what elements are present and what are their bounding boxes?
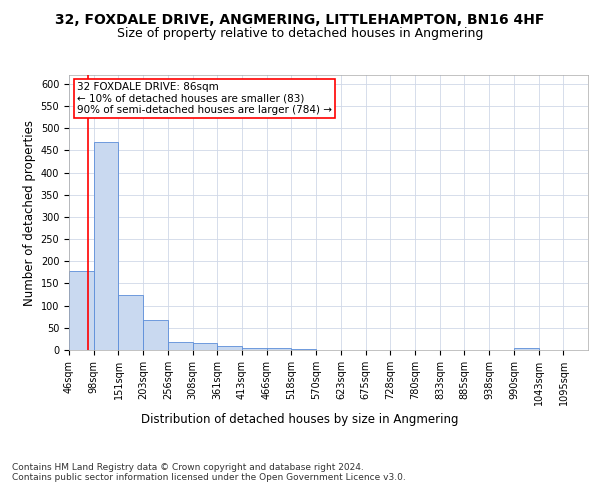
Bar — [168, 342, 193, 350]
Bar — [292, 349, 316, 350]
Text: Contains HM Land Registry data © Crown copyright and database right 2024.
Contai: Contains HM Land Registry data © Crown c… — [12, 462, 406, 482]
Bar — [193, 344, 217, 350]
Bar — [267, 348, 292, 350]
Bar — [514, 348, 539, 350]
Text: Distribution of detached houses by size in Angmering: Distribution of detached houses by size … — [141, 412, 459, 426]
Bar — [217, 346, 242, 350]
Text: 32 FOXDALE DRIVE: 86sqm
← 10% of detached houses are smaller (83)
90% of semi-de: 32 FOXDALE DRIVE: 86sqm ← 10% of detache… — [77, 82, 332, 115]
Bar — [242, 348, 266, 350]
Bar — [143, 320, 167, 350]
Bar — [69, 271, 94, 350]
Text: Size of property relative to detached houses in Angmering: Size of property relative to detached ho… — [117, 28, 483, 40]
Text: 32, FOXDALE DRIVE, ANGMERING, LITTLEHAMPTON, BN16 4HF: 32, FOXDALE DRIVE, ANGMERING, LITTLEHAMP… — [55, 12, 545, 26]
Y-axis label: Number of detached properties: Number of detached properties — [23, 120, 37, 306]
Bar — [118, 294, 143, 350]
Bar — [94, 142, 118, 350]
